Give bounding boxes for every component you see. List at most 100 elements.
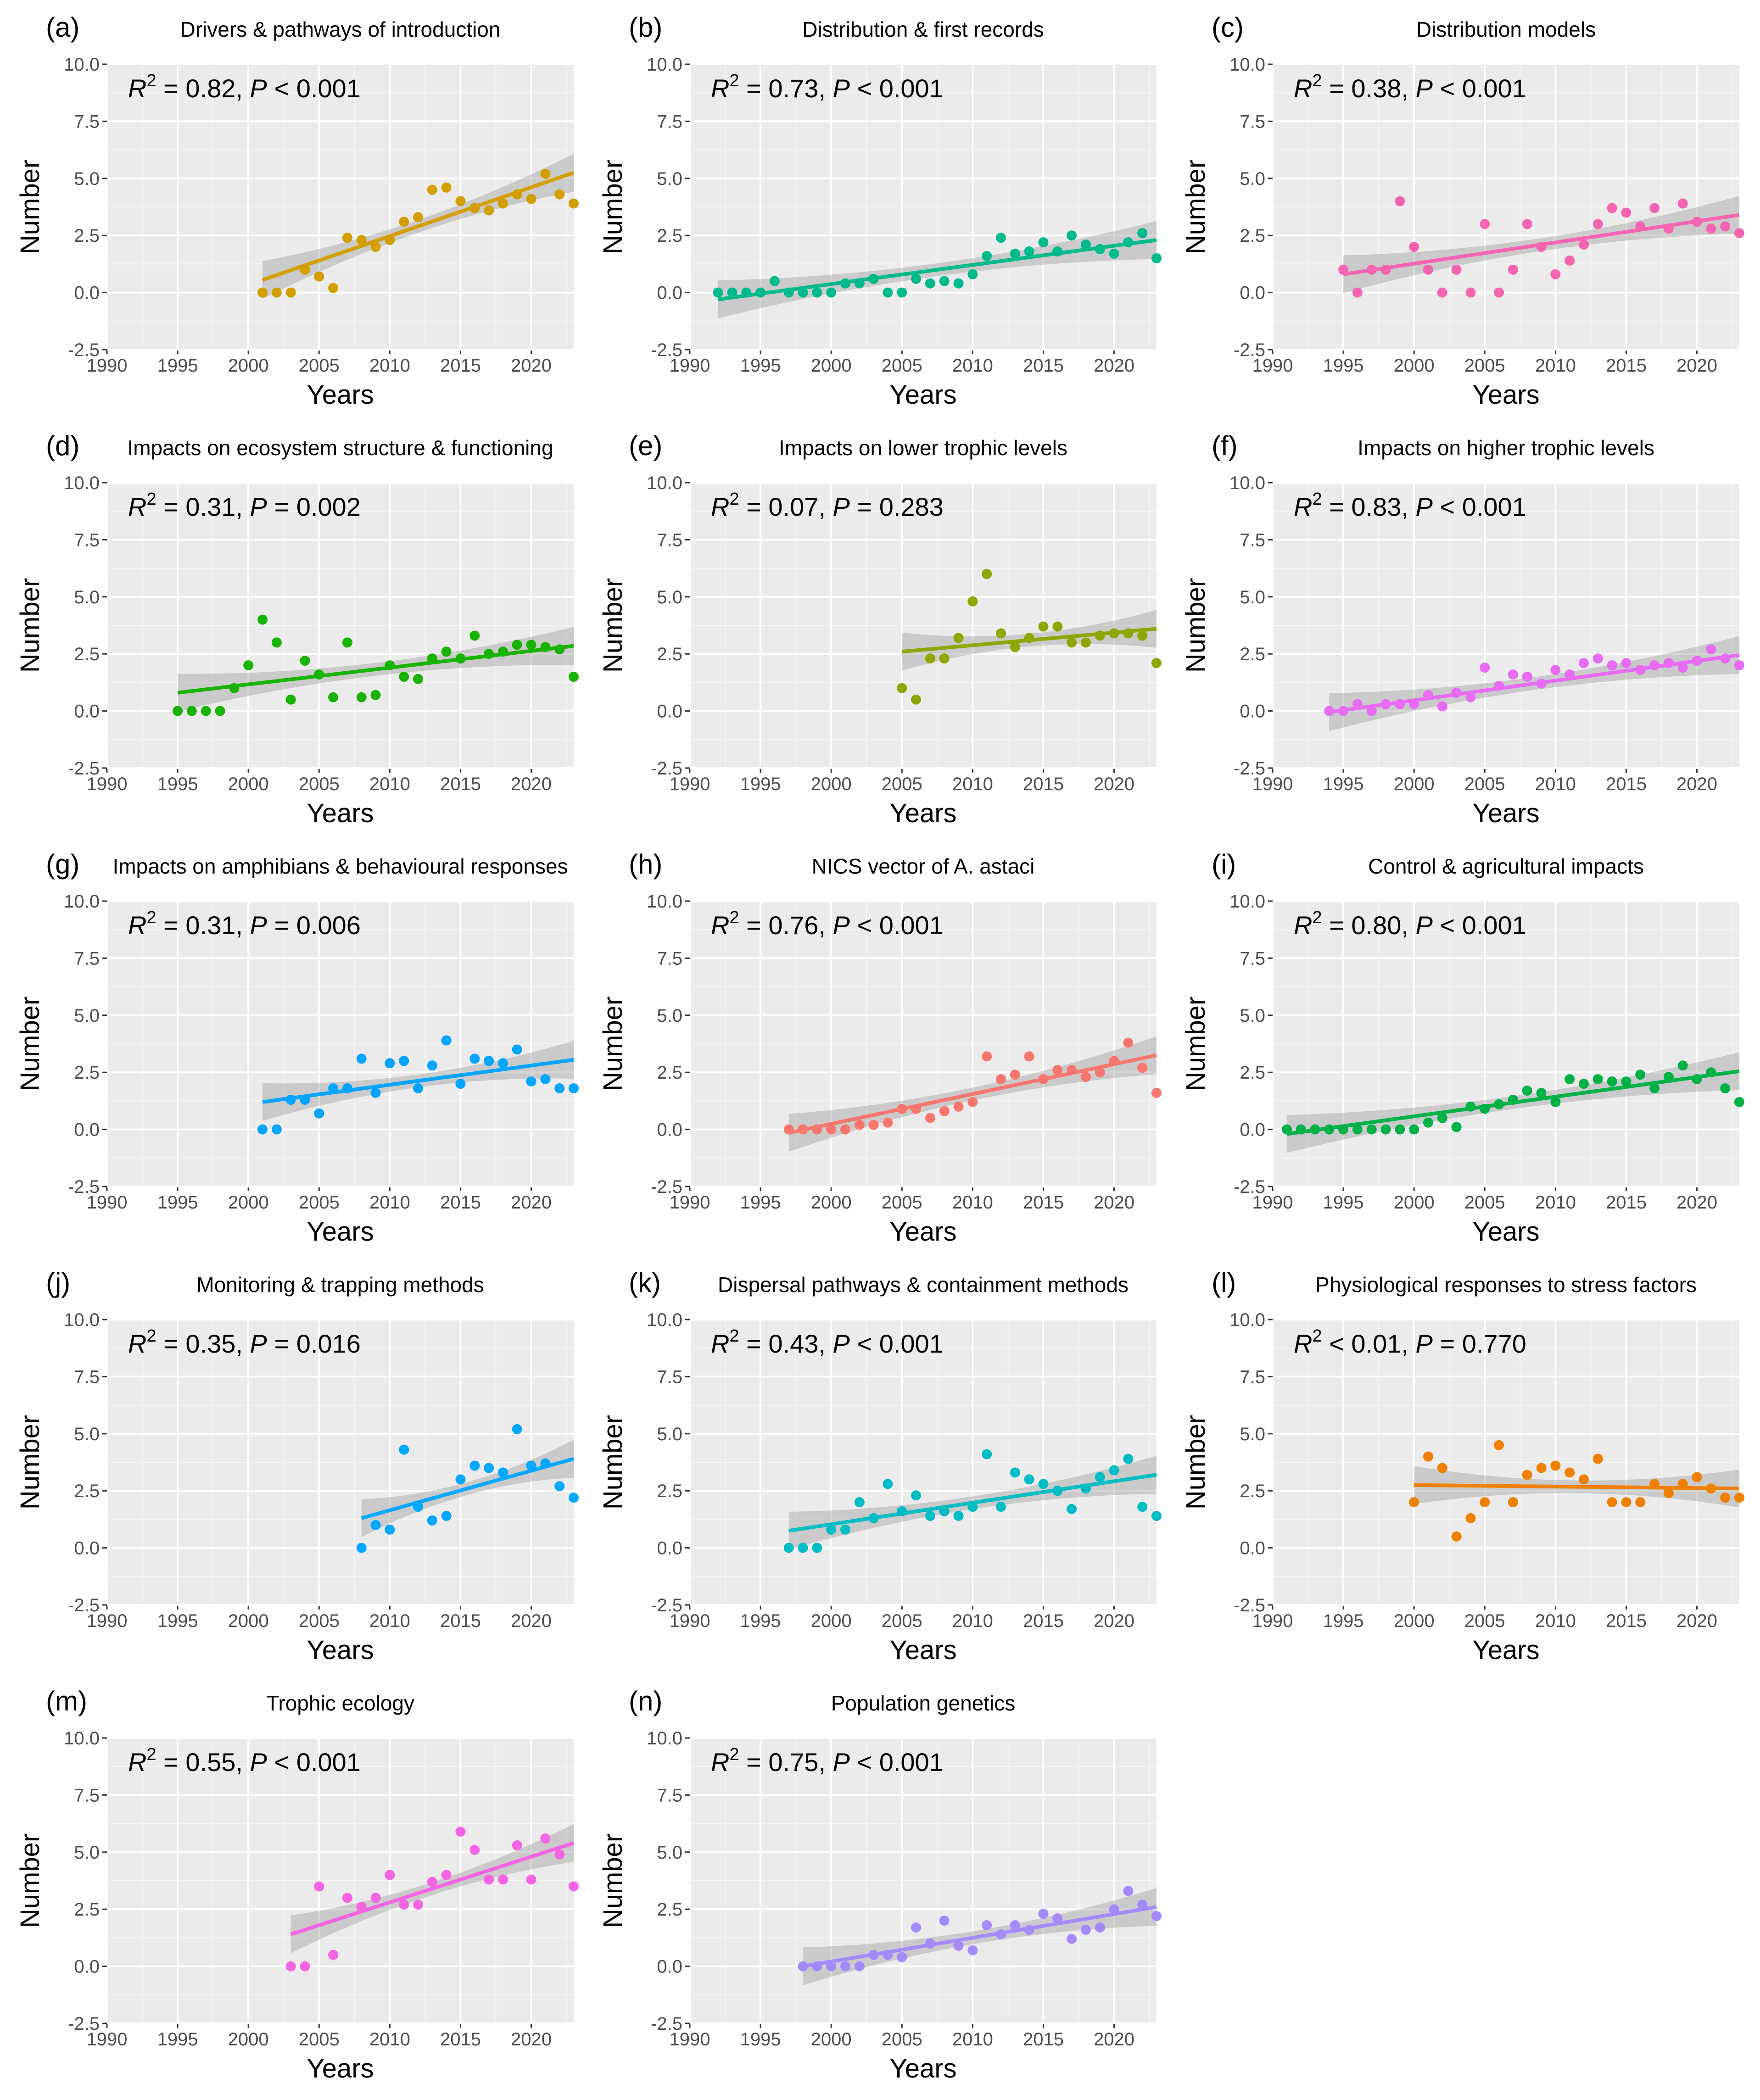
y-tick-label: 10.0 [1229, 473, 1265, 493]
r-exponent: 2 [1312, 71, 1322, 90]
y-tick-label: 10.0 [64, 473, 100, 493]
y-tick-label: 10.0 [64, 1728, 100, 1749]
data-point [1579, 1474, 1589, 1485]
data-point [469, 630, 480, 641]
data-point [1536, 1087, 1547, 1098]
data-point [996, 1929, 1006, 1939]
data-point [356, 1543, 367, 1553]
data-point [840, 278, 850, 289]
data-point [1095, 1922, 1105, 1933]
y-tick-label: 10.0 [647, 55, 682, 75]
data-point [497, 1467, 508, 1478]
panel-letter: (g) [46, 849, 79, 880]
x-tick-label: 2010 [1535, 1611, 1576, 1631]
data-point [540, 642, 551, 652]
data-point [840, 1961, 850, 1972]
data-point [1052, 1065, 1063, 1075]
r-value: = 0.80, [1322, 911, 1416, 940]
data-point [1508, 264, 1518, 275]
data-point [1607, 660, 1617, 671]
data-point [1522, 671, 1532, 682]
data-point [427, 1515, 437, 1526]
data-point [455, 653, 466, 664]
data-point [1706, 1483, 1716, 1494]
x-tick-label: 2015 [1023, 2029, 1064, 2050]
data-point [883, 287, 893, 298]
y-tick-label: -2.5 [68, 1595, 100, 1615]
y-tick-label: -2.5 [68, 2014, 100, 2034]
panel-e: 1990 1995 2000 2005 2010 2015 2020 10.0 7.5 5.0 2.… [598, 430, 1162, 828]
x-tick-label: 2010 [1535, 774, 1576, 794]
data-point [1635, 665, 1646, 675]
r-value: = 0.75, [739, 1748, 833, 1777]
data-point [497, 198, 508, 209]
x-tick-label: 2020 [511, 356, 552, 376]
y-tick-label: -2.5 [651, 1177, 682, 1197]
y-tick-label: 7.5 [74, 111, 100, 132]
x-tick-label: 2000 [228, 1611, 269, 1631]
data-point [996, 233, 1006, 243]
y-tick-label: 0.0 [74, 702, 100, 722]
x-tick-label: 2010 [952, 356, 993, 376]
data-point [1649, 1479, 1660, 1489]
panel-letter: (e) [629, 430, 662, 461]
data-point [713, 287, 723, 298]
data-point [996, 1502, 1006, 1512]
data-point [1366, 1124, 1377, 1135]
x-axis-label: Years [1472, 1635, 1539, 1665]
data-point [826, 1524, 837, 1535]
y-tick-label: 2.5 [74, 1481, 100, 1501]
data-point [883, 1950, 893, 1960]
data-point [911, 1103, 922, 1114]
data-point [215, 706, 225, 716]
data-point [441, 646, 452, 657]
data-point [399, 1444, 409, 1455]
data-point [1550, 665, 1561, 675]
data-point [1024, 633, 1034, 643]
y-axis-label: Number [598, 997, 628, 1091]
x-tick-label: 2010 [1535, 1192, 1576, 1213]
data-point [512, 189, 522, 200]
data-point [1437, 1463, 1447, 1473]
x-axis-label: Years [889, 2054, 956, 2083]
x-tick-label: 2015 [1606, 356, 1647, 376]
y-tick-label: 5.0 [74, 587, 100, 607]
data-point [328, 1950, 339, 1960]
data-point [427, 1060, 437, 1071]
x-tick-label: 2020 [1094, 356, 1134, 376]
data-point [257, 287, 268, 298]
x-tick-label: 2015 [1606, 774, 1647, 794]
data-point [328, 692, 339, 702]
x-tick-label: 2020 [511, 1192, 552, 1213]
data-point [1465, 1513, 1476, 1523]
data-point [840, 1524, 850, 1535]
x-tick-label: 1995 [157, 356, 198, 376]
r-value: = 0.31, [156, 492, 250, 521]
data-point [342, 1083, 352, 1094]
data-point [1010, 1920, 1020, 1931]
data-point [1423, 1117, 1433, 1128]
data-point [540, 1833, 551, 1844]
x-tick-label: 2020 [511, 774, 552, 794]
data-point [1338, 1124, 1349, 1135]
data-point [1621, 1076, 1631, 1087]
x-tick-label: 2010 [369, 1611, 410, 1631]
data-point [1380, 699, 1391, 709]
x-tick-label: 1990 [670, 1611, 710, 1631]
y-tick-label: 10.0 [647, 473, 682, 493]
x-axis-label: Years [889, 1635, 956, 1665]
data-point [1109, 628, 1119, 639]
y-tick-label: 7.5 [1240, 530, 1265, 550]
data-point [385, 660, 395, 671]
x-tick-label: 2000 [811, 1611, 852, 1631]
data-point [967, 1097, 978, 1107]
r-symbol: R [711, 492, 729, 521]
data-point [911, 1922, 922, 1933]
y-tick-label: 0.0 [1240, 1120, 1265, 1140]
x-tick-label: 1995 [740, 2029, 781, 2050]
data-point [1677, 1060, 1688, 1071]
data-point [1437, 287, 1447, 298]
data-point [783, 287, 794, 298]
data-point [967, 1945, 978, 1955]
data-point [883, 1117, 893, 1128]
